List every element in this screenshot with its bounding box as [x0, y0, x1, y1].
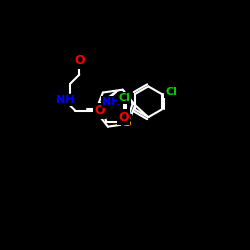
Text: Cl: Cl — [165, 87, 177, 97]
Text: O: O — [74, 54, 85, 67]
Text: S: S — [122, 116, 131, 129]
Text: Cl: Cl — [118, 93, 130, 103]
Text: NH: NH — [56, 95, 74, 105]
Text: O: O — [94, 104, 105, 117]
Text: NH: NH — [102, 97, 120, 107]
Text: O: O — [118, 111, 129, 124]
